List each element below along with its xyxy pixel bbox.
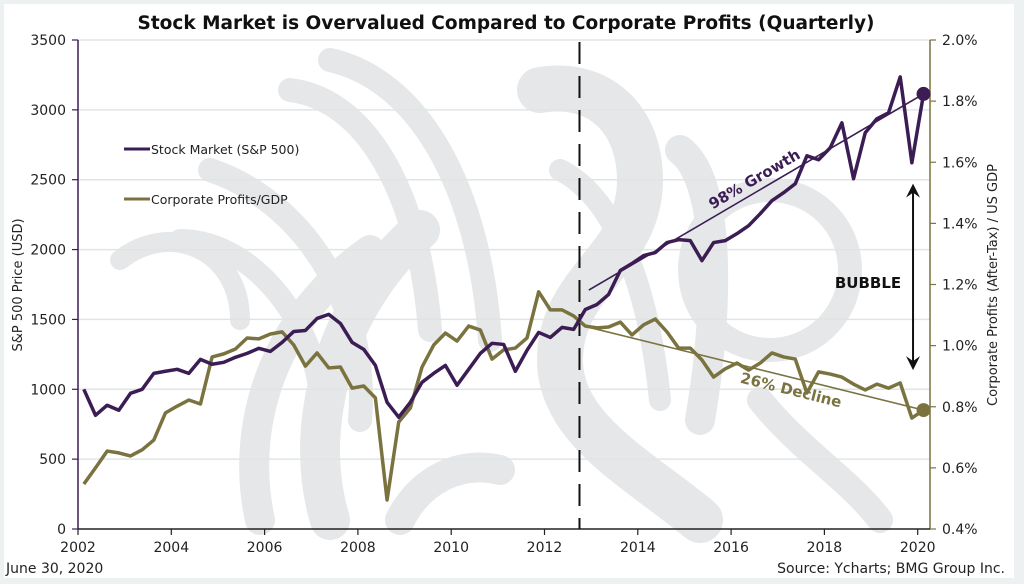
decline-trend-line [588, 326, 924, 411]
stock-end-marker [916, 86, 931, 101]
x-tick-label: 2018 [807, 540, 843, 556]
series-line-corporate-profits [82, 290, 925, 502]
footer-source: Source: Ycharts; BMG Group Inc. [777, 561, 1005, 577]
y-right-tick-label: 0.4% [942, 522, 978, 538]
x-tick-label: 2012 [527, 540, 563, 556]
y-right-tick-label: 0.6% [942, 461, 978, 477]
footer-date: June 30, 2020 [5, 561, 103, 577]
y-right-tick-label: 2.0% [942, 33, 978, 49]
x-tick-label: 2014 [620, 540, 656, 556]
x-tick-label: 2016 [713, 540, 749, 556]
y-left-tick-label: 1500 [30, 312, 66, 328]
y-axis-right-label: Corporate Profits (After-Tax) / US GDP [986, 164, 1001, 406]
y-right-tick-label: 1.2% [942, 278, 978, 294]
y-right-tick-label: 1.8% [942, 94, 978, 110]
y-right-tick-label: 1.0% [942, 339, 978, 355]
bubble-annotation: BUBBLE [835, 274, 901, 292]
legend-label-stock: Stock Market (S&P 500) [151, 142, 299, 157]
tick-labels: 0 500 1000 1500 2000 2500 3000 3500 0.4% 0.6% 0.8%… [30, 33, 977, 556]
arrow-up-icon [906, 183, 921, 198]
x-tick-label: 2002 [60, 540, 96, 556]
griffin-watermark [110, 48, 893, 543]
y-right-tick-label: 1.6% [942, 155, 978, 171]
bubble-double-arrow [906, 183, 921, 371]
gridlines [78, 39, 930, 460]
chart-frame: 0 500 1000 1500 2000 2500 3000 3500 0.4% 0.6% 0.8%… [4, 4, 1014, 578]
arrow-down-icon [906, 356, 921, 371]
y-left-tick-label: 2000 [30, 243, 66, 259]
axes [72, 39, 936, 535]
y-right-tick-label: 0.8% [942, 400, 978, 416]
x-tick-label: 2004 [153, 540, 189, 556]
y-left-tick-label: 3500 [30, 33, 66, 49]
y-left-tick-label: 1000 [30, 382, 66, 398]
y-left-tick-label: 3000 [30, 103, 66, 119]
growth-trend-line [588, 93, 924, 291]
series-line-stock-market [82, 75, 926, 419]
y-axis-left-label: S&P 500 Price (USD) [11, 218, 26, 351]
x-tick-label: 2020 [900, 540, 936, 556]
x-tick-label: 2010 [433, 540, 469, 556]
x-tick-label: 2006 [247, 540, 283, 556]
legend: Stock Market (S&P 500) Corporate Profits… [124, 142, 299, 207]
y-right-tick-label: 1.4% [942, 216, 978, 232]
y-left-tick-label: 0 [57, 522, 66, 538]
profits-end-marker [916, 403, 931, 418]
chart-svg: 0 500 1000 1500 2000 2500 3000 3500 0.4% 0.6% 0.8%… [5, 13, 1005, 577]
legend-label-profits: Corporate Profits/GDP [151, 192, 288, 207]
y-left-tick-label: 500 [39, 452, 66, 468]
chart-title: Stock Market is Overvalued Compared to C… [138, 13, 875, 34]
x-tick-label: 2008 [340, 540, 376, 556]
y-left-tick-label: 2500 [30, 173, 66, 189]
